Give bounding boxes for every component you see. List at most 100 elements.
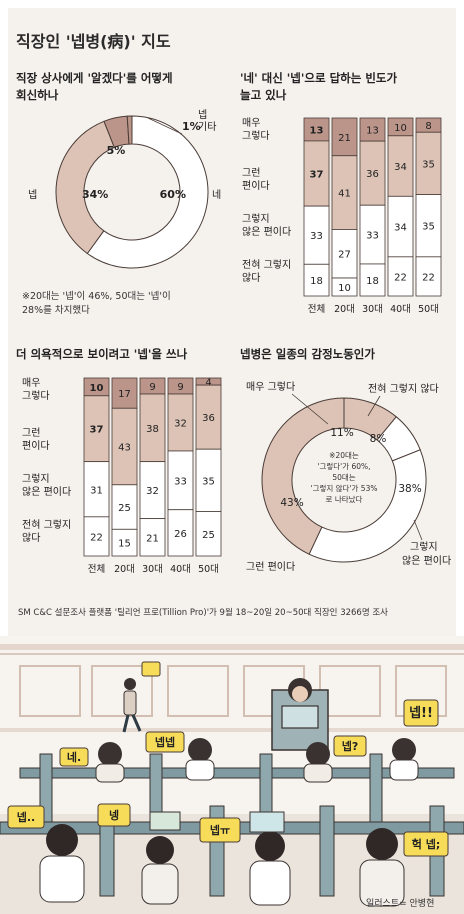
legend-entry: 매우 <box>22 377 40 389</box>
leader-line <box>147 117 183 135</box>
bar-segment <box>415 131 442 195</box>
legend-entry: 않은 편이다 <box>242 226 291 238</box>
data-label: 22 <box>90 532 103 543</box>
chart3-title: 더 의욕적으로 보이려고 '넵'을 쓰나 <box>16 347 188 361</box>
donut-slice <box>55 120 115 255</box>
speech-bubble-text: 넵? <box>342 739 359 753</box>
slice-value-label: 43% <box>280 497 303 509</box>
bar-segment <box>83 395 110 463</box>
donut-slice <box>261 397 345 555</box>
data-label: 37 <box>90 425 104 436</box>
slice-name-label: 전혀 그렇지 않다 <box>368 382 439 395</box>
back-row-workers <box>95 738 419 783</box>
slice-name-label: 그렇지 <box>410 540 438 553</box>
data-label: 34 <box>394 223 407 234</box>
data-label: 25 <box>202 530 215 541</box>
data-label: 35 <box>202 476 215 487</box>
bar-segment <box>331 155 358 230</box>
speech-bubble-text: 네. <box>67 750 81 764</box>
data-label: 25 <box>118 503 131 514</box>
bar-segment <box>303 140 330 207</box>
data-label: 21 <box>338 133 351 144</box>
data-label: 10 <box>90 383 104 394</box>
bar-segment <box>387 256 414 297</box>
slice-value-label: 8% <box>370 433 387 445</box>
chart2-title: '네' 대신 '넵'으로 답하는 빈도가 늘고 있나 <box>240 71 398 102</box>
speech-bubbles: 넵!! 네. 넵넵 넵? 넵.. 넹넵ㅠ 헉 넵; <box>7 661 449 857</box>
legend-entry: 않은 편이다 <box>22 486 71 498</box>
data-label: 10 <box>338 283 351 294</box>
data-label: 26 <box>174 529 187 540</box>
bar-segment <box>111 528 138 557</box>
center-note: '그렇다'가 60%, <box>317 461 370 471</box>
data-label: 13 <box>310 125 324 136</box>
data-label: 9 <box>149 382 155 393</box>
front-row-workers <box>39 811 405 907</box>
bar-segment <box>359 204 386 265</box>
illustration-credit: 일러스트= 안병현 <box>366 899 435 909</box>
speech-bubble <box>145 731 185 753</box>
slice-name-label: 기타 <box>198 121 216 133</box>
bar-segment <box>331 229 358 279</box>
legend-entry: 그런 <box>22 427 40 439</box>
speech-bubble <box>97 803 131 827</box>
bar-segment <box>167 450 194 511</box>
bar-segment <box>111 377 138 409</box>
legend-entry: 않다 <box>242 272 260 284</box>
bar-segment <box>387 195 414 258</box>
data-label: 35 <box>422 159 435 170</box>
category-label: 30대 <box>142 564 163 575</box>
leader-line <box>413 519 423 541</box>
slice-name-label: 넵 <box>198 109 207 121</box>
center-note: 로 나타났다 <box>326 495 363 504</box>
speech-bubble-text: 헉 넵; <box>412 837 440 851</box>
donut-slice <box>308 449 427 563</box>
data-label: 10 <box>394 123 407 134</box>
data-label: 34 <box>394 162 407 173</box>
data-label: 4 <box>205 378 211 389</box>
bar-segment <box>167 393 194 452</box>
category-label: 30대 <box>362 304 383 315</box>
data-label: 36 <box>366 169 379 180</box>
speech-bubble <box>333 735 367 757</box>
center-note: '그렇지 않다'가 53% <box>311 483 378 493</box>
slice-value-label: 11% <box>330 427 353 439</box>
speech-bubble-text: 넵!! <box>409 706 433 721</box>
data-label: 32 <box>146 486 159 497</box>
bar-segment <box>359 263 386 297</box>
category-label: 40대 <box>390 304 411 315</box>
bar-segment <box>387 135 414 197</box>
data-label: 43 <box>118 443 131 454</box>
category-label: 50대 <box>198 564 219 575</box>
center-note: 50대는 <box>332 473 355 482</box>
chart1-title: 직장 상사에게 '알겠다'를 어떻게 회신하나 <box>16 71 173 102</box>
speech-bubble-text: 넵.. <box>17 810 35 824</box>
office-illustration: 넵!! 네. 넵넵 넵? 넵.. 넹넵ㅠ 헉 넵; <box>0 636 464 914</box>
data-label: 41 <box>338 189 351 200</box>
speech-bubble <box>59 747 89 767</box>
donut-slice <box>126 115 133 145</box>
leader-line <box>291 393 329 425</box>
speech-bubble <box>141 661 161 677</box>
legend-entry: 전혀 그렇지 <box>242 258 291 271</box>
slice-name-label: 넵 <box>28 189 37 201</box>
legend-entry: 그렇지 <box>22 472 50 485</box>
data-label: 8 <box>425 121 431 132</box>
legend-entry: 않다 <box>22 532 40 544</box>
slice-name-label: 그런 편이다 <box>246 561 295 573</box>
bar-segment <box>195 384 222 450</box>
speech-bubble <box>199 817 241 843</box>
bar-segment <box>195 511 222 557</box>
data-label: 32 <box>174 419 187 430</box>
slice-value-label: 5% <box>107 144 126 157</box>
slice-value-label: 38% <box>398 483 421 495</box>
bar-segment <box>83 461 110 518</box>
data-label: 18 <box>366 276 379 287</box>
data-label: 27 <box>338 250 351 261</box>
legend-entry: 편이다 <box>242 180 270 192</box>
legend-entry: 편이다 <box>22 440 50 452</box>
bar-segment <box>111 407 138 486</box>
